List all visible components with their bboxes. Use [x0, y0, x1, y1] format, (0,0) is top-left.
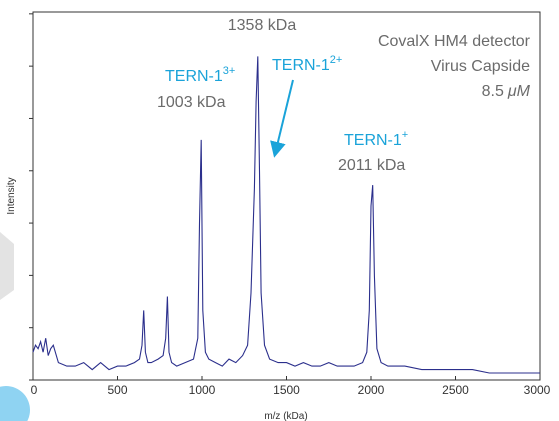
annotation-concentration-value: 8.5	[482, 83, 504, 100]
arrow-tern-2plus	[270, 79, 294, 158]
tern-3plus-charge: 3+	[223, 65, 236, 77]
background-circle-shape	[0, 386, 30, 421]
x-tick-label-1000: 1000	[189, 383, 216, 397]
peak-label-2011-kda: 2011 kDa	[338, 157, 405, 174]
y-axis-title: Intensity	[6, 177, 17, 214]
tern-1plus-base: TERN-1	[344, 132, 402, 149]
peak-label-tern-1plus: TERN-1+	[344, 129, 408, 149]
tern-1plus-charge: +	[402, 129, 408, 141]
annotation-detector: CovalX HM4 detector	[378, 33, 531, 50]
peak-label-1358-kda: 1358 kDa	[228, 17, 297, 34]
tern-2plus-base: TERN-1	[272, 57, 330, 74]
annotation-sample: Virus Capside	[431, 58, 530, 75]
x-tick-label-0: 0	[31, 383, 38, 397]
peak-label-tern-2plus: TERN-12+	[272, 54, 342, 74]
x-tick-label-1500: 1500	[273, 383, 300, 397]
x-tick-label-2500: 2500	[442, 383, 469, 397]
x-tick-label-3000: 3000	[524, 383, 551, 397]
annotation-concentration-unit: μM	[507, 83, 531, 100]
annotation-concentration: 8.5 μM	[482, 83, 531, 100]
series-line-intensity	[32, 56, 540, 374]
tern-3plus-base: TERN-1	[165, 68, 223, 85]
y-axis-ticks	[29, 13, 33, 381]
x-tick-label-2000: 2000	[358, 383, 385, 397]
peak-label-tern-3plus: TERN-13+	[165, 65, 235, 85]
x-tick-label-500: 500	[107, 383, 127, 397]
x-axis-title: m/z (kDa)	[264, 411, 307, 421]
tern-2plus-charge: 2+	[330, 54, 343, 66]
peak-label-1003-kda: 1003 kDa	[157, 94, 226, 111]
background-hexagon-shape	[0, 232, 14, 300]
x-axis-ticks: 0 500 1000 1500 2000 2500 3000	[31, 376, 551, 397]
